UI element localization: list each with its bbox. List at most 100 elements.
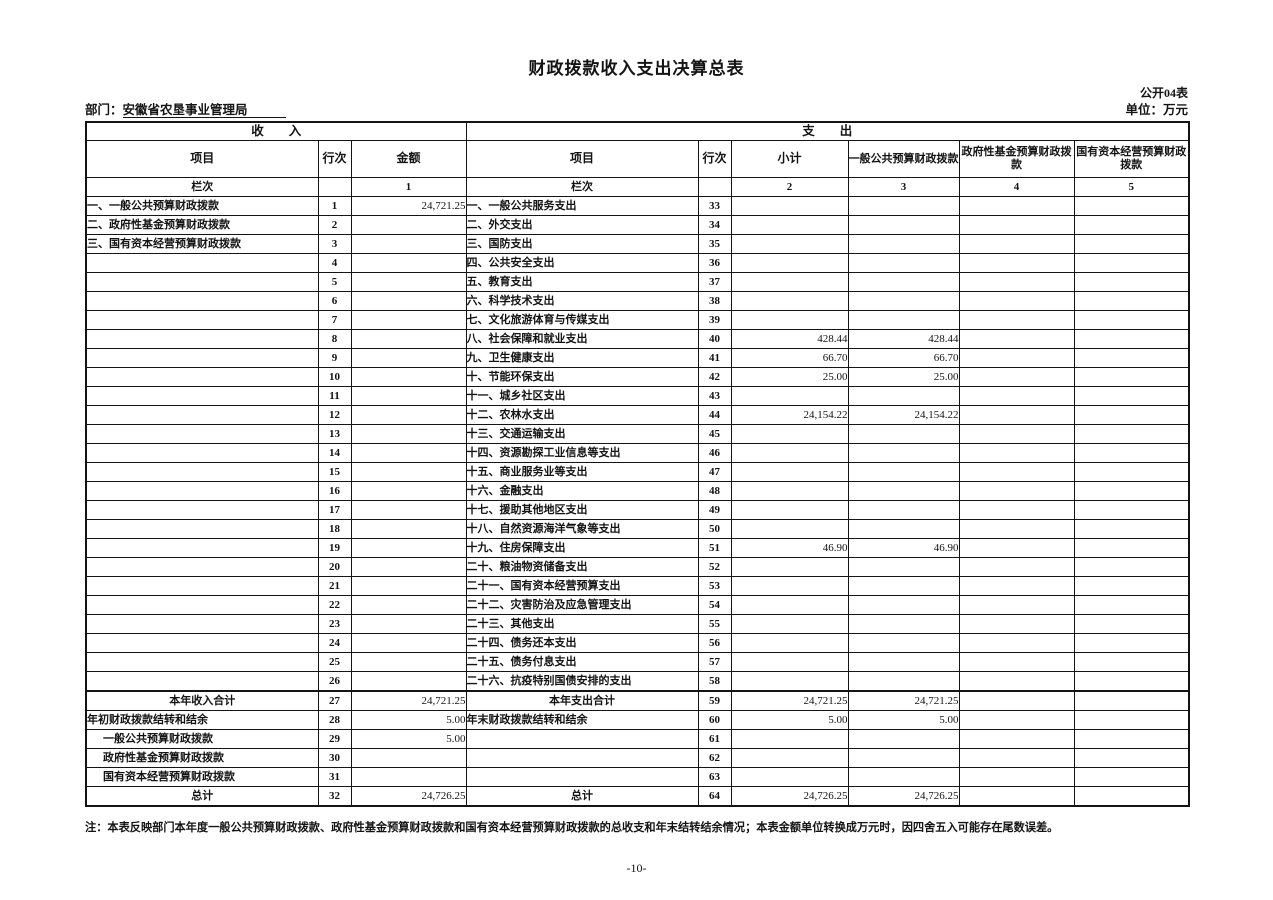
expense-line-cell: 37	[697, 272, 732, 292]
expense-line-cell: 52	[697, 557, 732, 577]
expense-general-budget-cell	[847, 481, 960, 501]
income-line-cell: 14	[317, 443, 352, 463]
expense-line-cell: 58	[697, 671, 732, 692]
expense-state-capital-cell	[1073, 538, 1190, 558]
expense-general-budget-cell: 46.90	[847, 538, 960, 558]
expense-gov-fund-cell	[958, 424, 1075, 444]
expense-state-capital-cell	[1073, 690, 1190, 711]
expense-item-cell: 十七、援助其他地区支出	[465, 500, 699, 520]
table-row: 19 十九、住房保障支出 51 46.90 46.90	[85, 538, 1190, 558]
expense-general-budget-cell: 24,154.22	[847, 405, 960, 425]
income-item-cell	[85, 386, 319, 406]
expense-line-cell: 54	[697, 595, 732, 615]
income-amount-cell	[350, 652, 467, 672]
table-row: 总计 32 24,726.25 总计 64 24,726.25 24,726.25	[85, 786, 1190, 807]
expense-line-cell: 62	[697, 748, 732, 768]
expense-general-budget-cell: 24,721.25	[847, 690, 960, 711]
expense-line-cell: 33	[697, 196, 732, 216]
income-amount-cell	[350, 748, 467, 768]
expense-section-header: 支 出	[465, 121, 1190, 141]
expense-state-capital-cell	[1073, 595, 1190, 615]
income-line-cell: 25	[317, 652, 352, 672]
table-row: 17 十七、援助其他地区支出 49	[85, 500, 1190, 520]
expense-subtotal-cell	[730, 234, 849, 254]
income-line-cell: 5	[317, 272, 352, 292]
table-row: 5 五、教育支出 37	[85, 272, 1190, 292]
expense-line-cell: 38	[697, 291, 732, 311]
expense-item-header: 项目	[465, 140, 699, 178]
expense-gov-fund-cell	[958, 576, 1075, 596]
column-number-row: 栏次 1 栏次 2 3 4 5	[85, 177, 1190, 197]
expense-state-capital-cell	[1073, 519, 1190, 539]
expense-state-capital-cell	[1073, 329, 1190, 349]
income-item-cell: 二、政府性基金预算财政拨款	[85, 215, 319, 235]
income-line-cell: 12	[317, 405, 352, 425]
table-row: 三、国有资本经营预算财政拨款 3 三、国防支出 35	[85, 234, 1190, 254]
expense-general-budget-cell: 5.00	[847, 710, 960, 730]
expense-general-budget-cell	[847, 519, 960, 539]
expense-subtotal-cell: 428.44	[730, 329, 849, 349]
note-text: 注：本表反映部门本年度一般公共预算财政拨款、政府性基金预算财政拨款和国有资本经营…	[85, 822, 1059, 834]
income-line-cell: 16	[317, 481, 352, 501]
income-line-cell: 4	[317, 253, 352, 273]
income-line-cell: 27	[317, 690, 352, 711]
income-amount-cell	[350, 519, 467, 539]
expense-subtotal-cell	[730, 729, 849, 749]
table-row: 国有资本经营预算财政拨款 31 63	[85, 767, 1190, 787]
income-item-cell: 年初财政拨款结转和结余	[85, 710, 319, 730]
expense-state-capital-cell	[1073, 424, 1190, 444]
expense-gov-fund-cell	[958, 767, 1075, 787]
income-item-cell	[85, 652, 319, 672]
expense-item-cell: 二十四、债务还本支出	[465, 633, 699, 653]
expense-line-cell: 35	[697, 234, 732, 254]
expense-gov-fund-cell	[958, 671, 1075, 692]
income-line-cell: 10	[317, 367, 352, 387]
income-amount-cell	[350, 538, 467, 558]
expense-state-capital-cell	[1073, 196, 1190, 216]
expense-item-cell: 二十六、抗疫特别国债安排的支出	[465, 671, 699, 692]
expense-line-cell: 59	[697, 690, 732, 711]
expense-subtotal-cell	[730, 386, 849, 406]
expense-state-capital-cell	[1073, 443, 1190, 463]
income-item-cell: 三、国有资本经营预算财政拨款	[85, 234, 319, 254]
income-amount-cell	[350, 310, 467, 330]
income-item-cell	[85, 443, 319, 463]
income-amount-cell	[350, 367, 467, 387]
income-line-cell: 11	[317, 386, 352, 406]
expense-subtotal-cell	[730, 424, 849, 444]
expense-subtotal-cell: 24,154.22	[730, 405, 849, 425]
expense-state-capital-cell	[1073, 748, 1190, 768]
expense-line-cell: 47	[697, 462, 732, 482]
table-row: 14 十四、资源勘探工业信息等支出 46	[85, 443, 1190, 463]
expense-state-capital-cell	[1073, 481, 1190, 501]
expense-gov-fund-cell	[958, 595, 1075, 615]
expense-state-capital-cell	[1073, 291, 1190, 311]
income-line-cell: 2	[317, 215, 352, 235]
income-line-header: 行次	[317, 140, 352, 178]
income-item-cell: 一、一般公共预算财政拨款	[85, 196, 319, 216]
expense-general-budget-cell	[847, 215, 960, 235]
income-item-cell	[85, 367, 319, 387]
expense-state-capital-cell	[1073, 652, 1190, 672]
column-header-row: 项目 行次 金额 项目 行次 小计 一般公共预算财政拨款 政府性基金预算财政拨款…	[85, 140, 1190, 178]
table-row: 23 二十三、其他支出 55	[85, 614, 1190, 634]
income-line-cell: 20	[317, 557, 352, 577]
income-item-cell	[85, 310, 319, 330]
income-item-cell: 本年收入合计	[85, 690, 319, 711]
table-row: 6 六、科学技术支出 38	[85, 291, 1190, 311]
income-amount-cell	[350, 633, 467, 653]
expense-subtotal-cell	[730, 253, 849, 273]
page-title: 财政拨款收入支出决算总表	[528, 59, 745, 78]
expense-item-cell: 三、国防支出	[465, 234, 699, 254]
col-num-4: 4	[958, 177, 1075, 197]
expense-line-header: 行次	[697, 140, 732, 178]
expense-subtotal-cell	[730, 671, 849, 692]
expense-item-cell: 十一、城乡社区支出	[465, 386, 699, 406]
gov-fund-header: 政府性基金预算财政拨款	[958, 140, 1075, 178]
col-num-2: 2	[730, 177, 849, 197]
income-item-cell	[85, 253, 319, 273]
income-item-cell: 国有资本经营预算财政拨款	[85, 767, 319, 787]
expense-general-budget-cell	[847, 729, 960, 749]
expense-item-cell: 六、科学技术支出	[465, 291, 699, 311]
expense-subtotal-cell	[730, 443, 849, 463]
